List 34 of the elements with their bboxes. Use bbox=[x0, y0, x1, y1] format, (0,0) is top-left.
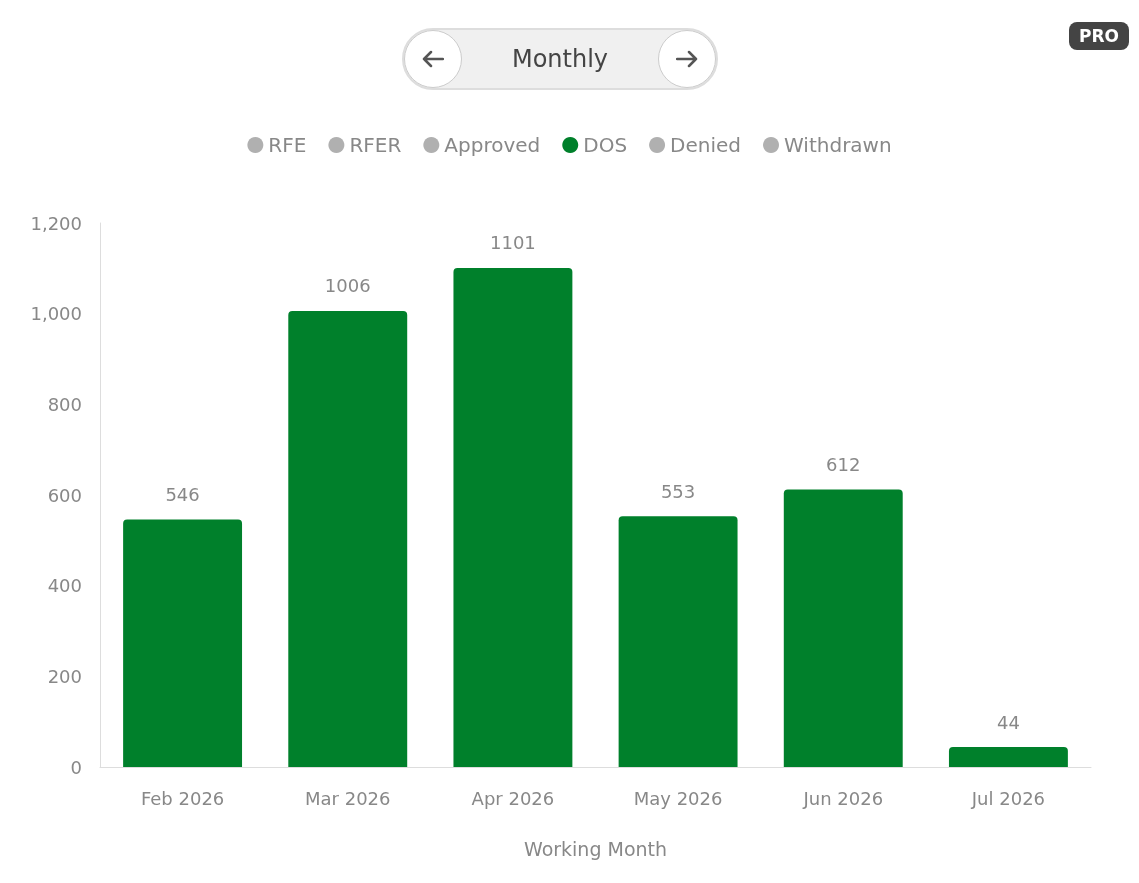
legend-label: RFE bbox=[268, 133, 307, 157]
y-tick-label: 800 bbox=[47, 393, 82, 415]
y-tick-label: 1,000 bbox=[30, 303, 82, 325]
data-label: 546 bbox=[165, 483, 200, 505]
y-tick-label: 0 bbox=[70, 756, 82, 778]
bar bbox=[288, 310, 408, 767]
bar bbox=[948, 747, 1068, 767]
legend-label: Approved bbox=[444, 133, 541, 157]
text: PRO bbox=[1068, 22, 1129, 50]
y-tick-label: 400 bbox=[47, 575, 82, 597]
data-label: 553 bbox=[660, 480, 696, 502]
bar bbox=[453, 267, 573, 767]
x-tick-label: May 2026 bbox=[633, 787, 723, 809]
legend-label: RFER bbox=[349, 133, 402, 157]
data-label: 1006 bbox=[324, 275, 371, 297]
bar bbox=[618, 516, 738, 767]
y-tick-label: 200 bbox=[47, 665, 82, 687]
data-label: 44 bbox=[996, 711, 1020, 733]
x-tick-label: Apr 2026 bbox=[471, 787, 555, 809]
y-tick-label: 600 bbox=[47, 484, 82, 506]
legend-label: Withdrawn bbox=[784, 133, 892, 157]
data-label: 1101 bbox=[490, 232, 536, 254]
bar bbox=[783, 489, 903, 767]
x-tick-label: Feb 2026 bbox=[140, 787, 225, 809]
y-tick-label: 1,200 bbox=[30, 212, 82, 234]
legend-label: DOS bbox=[583, 133, 628, 157]
x-tick-label: Jun 2026 bbox=[802, 787, 884, 809]
data-label: 612 bbox=[826, 454, 861, 476]
bar bbox=[123, 519, 243, 767]
legend-label: Denied bbox=[670, 133, 742, 157]
text: Monthly bbox=[511, 45, 609, 73]
x-tick-label: Mar 2026 bbox=[305, 787, 391, 809]
x-axis-title: Working Month bbox=[523, 837, 668, 860]
x-tick-label: Jul 2026 bbox=[970, 787, 1046, 809]
